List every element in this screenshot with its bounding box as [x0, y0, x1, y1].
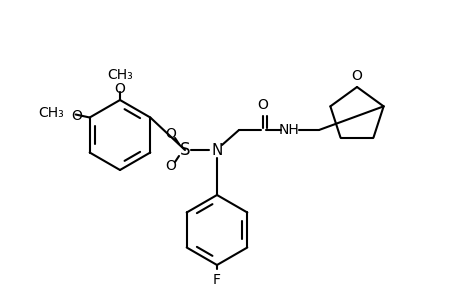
Text: F: F: [213, 273, 220, 287]
Text: O: O: [351, 69, 362, 83]
Text: NH: NH: [278, 123, 299, 137]
Text: CH₃: CH₃: [38, 106, 63, 119]
Text: CH₃: CH₃: [107, 68, 133, 82]
Text: S: S: [179, 141, 190, 159]
Text: O: O: [165, 159, 176, 173]
Text: O: O: [257, 98, 268, 112]
Text: N: N: [211, 142, 222, 158]
Text: O: O: [71, 109, 82, 122]
Text: O: O: [114, 82, 125, 96]
Text: O: O: [165, 127, 176, 141]
